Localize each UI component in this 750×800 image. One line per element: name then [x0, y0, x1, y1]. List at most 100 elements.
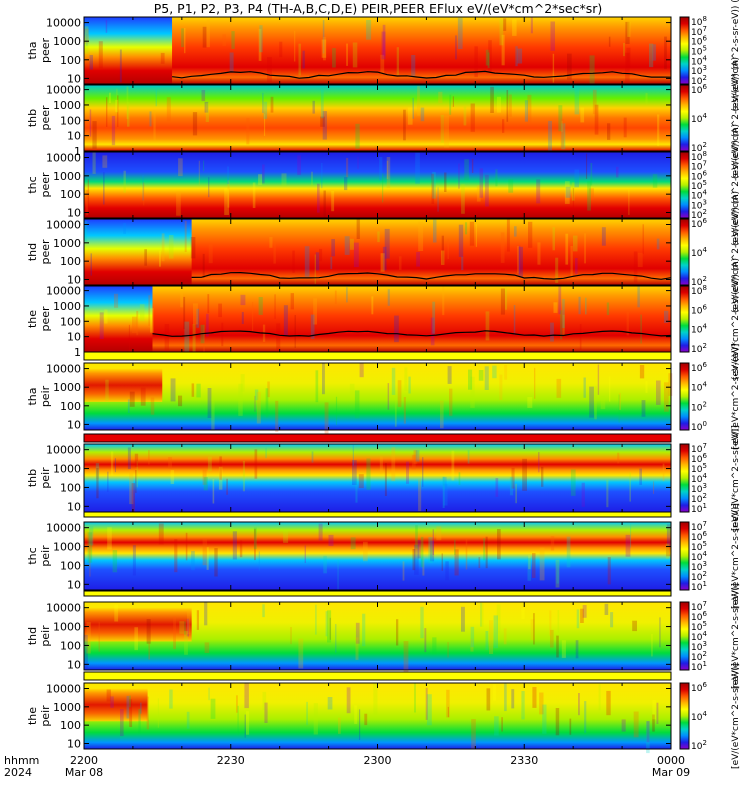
- texture-streak: [274, 294, 276, 319]
- texture-streak: [652, 714, 655, 732]
- texture-streak: [485, 631, 489, 650]
- texture-streak: [170, 378, 176, 402]
- fill-value-bar: [83, 511, 672, 518]
- texture-streak: [583, 377, 586, 398]
- texture-streak: [140, 387, 146, 406]
- hot-ion-interval: [84, 368, 163, 402]
- texture-streak: [254, 389, 259, 401]
- texture-streak: [486, 688, 491, 711]
- texture-streak: [464, 159, 469, 181]
- texture-streak: [344, 177, 348, 191]
- colorbar-tick-label: 102: [691, 739, 707, 752]
- texture-streak: [104, 309, 108, 324]
- texture-streak: [206, 547, 209, 570]
- texture-streak: [386, 160, 389, 179]
- texture-streak: [564, 181, 570, 204]
- texture-streak: [527, 94, 532, 125]
- texture-streak: [136, 310, 139, 336]
- texture-streak: [203, 477, 208, 491]
- texture-streak: [212, 479, 215, 504]
- texture-streak: [252, 182, 256, 208]
- texture-streak: [89, 55, 93, 70]
- colorbar-tick-label: 106: [691, 681, 707, 694]
- texture-streak: [463, 106, 467, 126]
- texture-streak: [442, 476, 447, 489]
- texture-streak: [420, 536, 424, 568]
- spectrogram-thc-peir: [84, 522, 671, 590]
- texture-streak: [436, 526, 442, 541]
- colorbar-tick-label: 106: [691, 217, 707, 230]
- texture-streak: [105, 20, 108, 33]
- texture-streak: [85, 190, 89, 216]
- texture-streak: [320, 116, 325, 127]
- texture-streak: [536, 179, 541, 204]
- texture-streak: [455, 35, 457, 60]
- colorbar-thb-peir: [679, 443, 690, 513]
- texture-streak: [550, 629, 554, 648]
- texture-streak: [527, 397, 533, 408]
- texture-streak: [470, 626, 475, 648]
- texture-streak: [319, 248, 323, 262]
- texture-streak: [117, 95, 119, 127]
- texture-streak: [422, 457, 424, 487]
- y-tick-label: 10000: [46, 363, 81, 376]
- texture-streak: [292, 250, 295, 273]
- texture-streak: [574, 169, 579, 188]
- texture-streak: [548, 120, 552, 151]
- texture-streak: [166, 97, 171, 122]
- texture-streak: [150, 308, 154, 333]
- texture-streak: [442, 286, 445, 316]
- texture-streak: [475, 224, 477, 247]
- texture-streak: [625, 534, 631, 557]
- colorbar-tick-label: 101: [691, 502, 707, 515]
- texture-streak: [269, 237, 273, 248]
- spectrogram-tha-peer: [84, 17, 671, 84]
- quiet-interval: [84, 286, 153, 352]
- texture-streak: [264, 114, 266, 136]
- texture-streak: [532, 687, 537, 708]
- colorbar-tick-label: 100: [691, 420, 707, 433]
- texture-streak: [142, 174, 144, 201]
- texture-streak: [96, 468, 99, 499]
- colorbar-tick-label: 106: [691, 610, 707, 623]
- texture-streak: [157, 698, 159, 728]
- texture-streak: [384, 463, 387, 496]
- texture-streak: [413, 450, 418, 465]
- texture-streak: [355, 123, 360, 149]
- texture-streak: [630, 523, 632, 548]
- colorbar-tick-label: 106: [691, 530, 707, 543]
- texture-streak: [607, 123, 611, 140]
- colorbar-thc-peer: [679, 151, 690, 219]
- y-tick-label: 10000: [46, 522, 81, 535]
- texture-streak: [391, 447, 396, 482]
- spectrogram-thb-peer: [84, 85, 671, 151]
- texture-streak: [84, 28, 89, 44]
- texture-streak: [86, 622, 91, 654]
- texture-streak: [315, 370, 319, 403]
- texture-streak: [353, 242, 359, 268]
- colorbar-thd-peir: [679, 601, 690, 671]
- panel-species-label: peir: [39, 545, 52, 567]
- texture-streak: [511, 467, 515, 489]
- texture-streak: [335, 624, 337, 653]
- texture-streak: [89, 526, 94, 546]
- texture-streak: [576, 609, 580, 629]
- texture-streak: [161, 233, 165, 262]
- texture-streak: [356, 219, 360, 239]
- texture-streak: [359, 709, 361, 740]
- texture-streak: [270, 96, 274, 113]
- colorbar-tick-label: 104: [691, 550, 707, 563]
- texture-streak: [150, 397, 155, 415]
- texture-streak: [178, 395, 183, 407]
- texture-streak: [623, 42, 625, 57]
- colorbar-tick-label: 102: [691, 275, 707, 288]
- texture-streak: [149, 111, 152, 127]
- y-tick-label: 10: [67, 331, 81, 344]
- texture-streak: [461, 184, 465, 214]
- colorbar-tick-label: 105: [691, 45, 707, 58]
- texture-streak: [618, 392, 621, 410]
- colorbar-tick-label: 107: [691, 160, 707, 173]
- colorbar-tick-label: 102: [691, 650, 707, 663]
